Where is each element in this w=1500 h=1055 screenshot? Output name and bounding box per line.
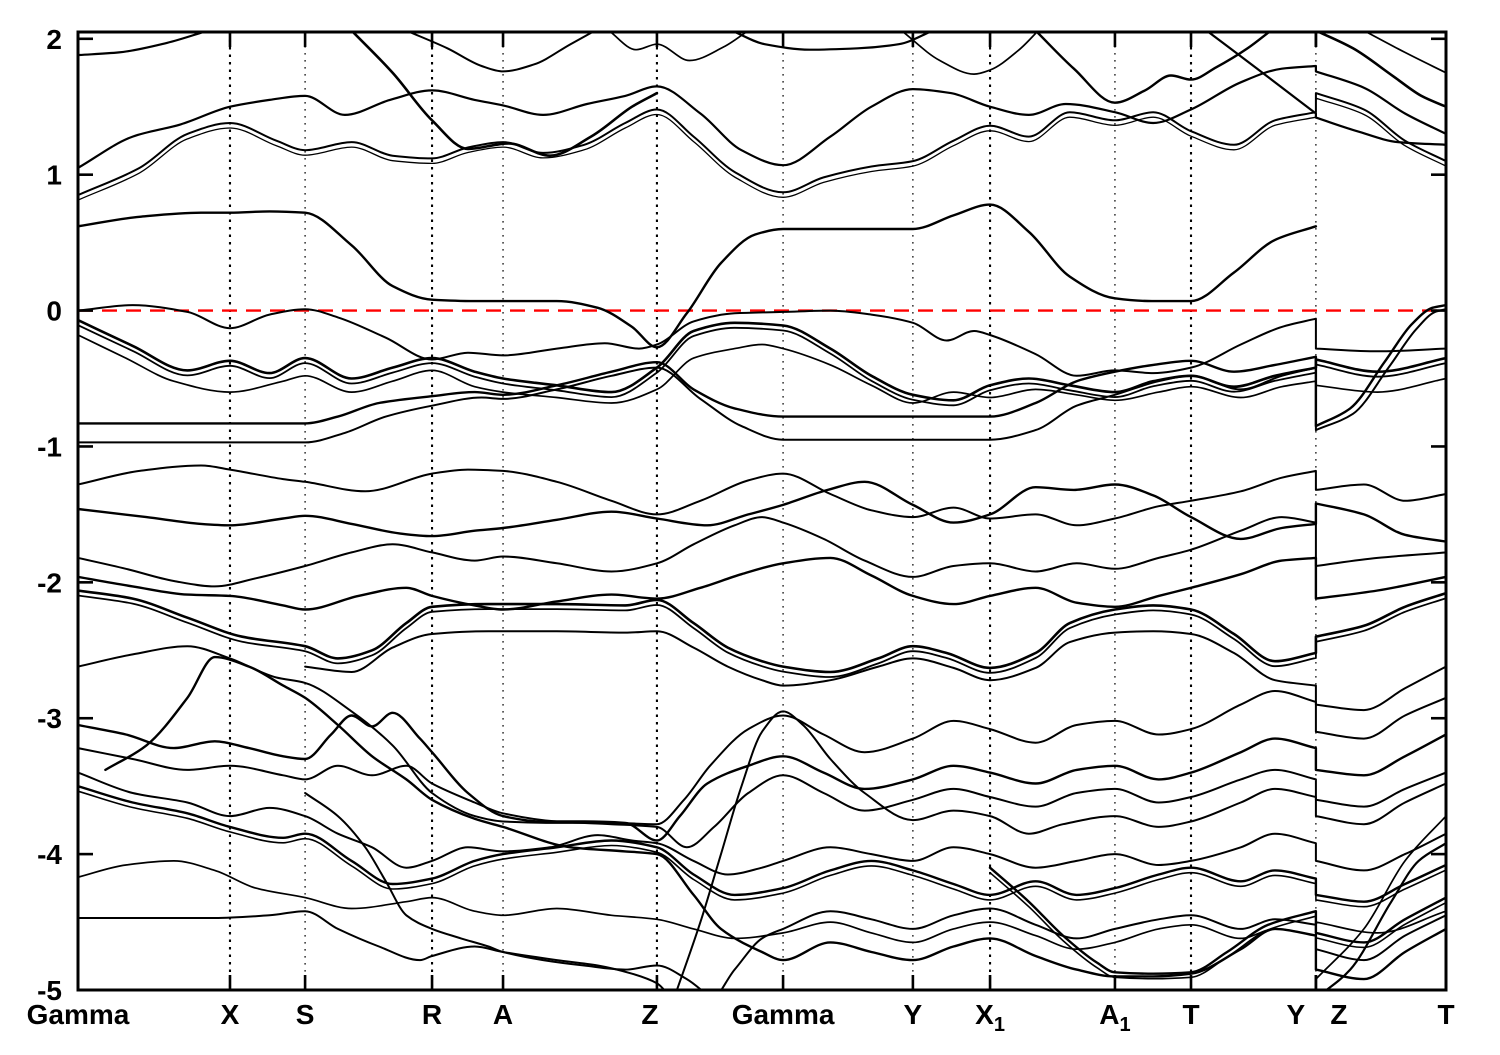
x-axis-label-r-3: R bbox=[422, 999, 442, 1030]
band-29 bbox=[79, 785, 1445, 903]
band-22 bbox=[79, 556, 1445, 611]
band-23 bbox=[79, 589, 1445, 674]
band-21 bbox=[79, 516, 1445, 588]
band-11 bbox=[79, 64, 1445, 169]
x-axis-labels: Gamma X S R A Z Gamma Y X1 A1 T Y Z T bbox=[27, 999, 1455, 1036]
band-02 bbox=[352, 33, 659, 157]
band-07 bbox=[1036, 33, 1270, 104]
band-curves bbox=[79, 33, 1445, 989]
band-34 bbox=[988, 866, 1445, 975]
x-axis-label-z-12: Z bbox=[1330, 999, 1347, 1030]
band-36 bbox=[1325, 842, 1445, 989]
band-15-twin bbox=[79, 324, 1445, 407]
band-13 bbox=[79, 203, 1318, 349]
band-24 bbox=[304, 630, 1445, 712]
band-26 bbox=[79, 711, 1445, 842]
x-axis-label-gamma-0: Gamma bbox=[27, 999, 130, 1030]
band-27 bbox=[79, 747, 1445, 849]
band-31 bbox=[79, 860, 1445, 951]
x-axis-label-t-13: T bbox=[1437, 999, 1454, 1030]
y-axis-label--4: -4 bbox=[37, 839, 62, 870]
band-29-twin bbox=[79, 790, 1445, 908]
band-32 bbox=[104, 655, 1445, 981]
band-18 bbox=[79, 308, 1445, 444]
x-axis-label-y-7: Y bbox=[904, 999, 923, 1030]
y-axis-label--2: -2 bbox=[37, 567, 62, 598]
y-axis-label--5: -5 bbox=[37, 975, 62, 1006]
x-axis-label-z-5: Z bbox=[641, 999, 658, 1030]
kpoint-gridlines bbox=[228, 32, 1317, 990]
band-14 bbox=[79, 304, 1445, 377]
band-28 bbox=[79, 771, 1445, 876]
band-06 bbox=[903, 33, 1038, 75]
band-09 bbox=[1317, 33, 1445, 108]
band-30 bbox=[79, 907, 1445, 989]
band-04 bbox=[610, 33, 747, 62]
band-20 bbox=[79, 480, 1445, 543]
band-35 bbox=[304, 792, 702, 989]
x-axis-label-y-11: Y bbox=[1287, 999, 1306, 1030]
x-axis-label-x-1: X bbox=[221, 999, 240, 1030]
band-05 bbox=[734, 33, 931, 51]
band-01 bbox=[79, 33, 204, 57]
x-axis-label-a1-9: A1 bbox=[1099, 999, 1130, 1036]
plot-frame bbox=[76, 30, 1448, 992]
band-16 bbox=[79, 334, 1445, 404]
x-axis-label-x1-8: X1 bbox=[975, 999, 1005, 1036]
band-17 bbox=[79, 304, 1445, 428]
y-axis-label--1: -1 bbox=[37, 431, 62, 462]
y-axis-label--3: -3 bbox=[37, 703, 62, 734]
y-axis-label-1: 1 bbox=[46, 160, 62, 191]
band-10 bbox=[1366, 33, 1445, 74]
y-axis-labels: 2 1 0 -1 -2 -3 -4 -5 bbox=[37, 24, 62, 1006]
band-03 bbox=[409, 33, 593, 73]
x-axis-label-s-2: S bbox=[296, 999, 315, 1030]
band-12 bbox=[79, 92, 1445, 196]
band-37 bbox=[1315, 815, 1445, 980]
x-axis-label-a-4: A bbox=[493, 999, 513, 1030]
x-axis-label-gamma-6: Gamma bbox=[732, 999, 835, 1030]
band-15 bbox=[79, 319, 1445, 402]
band-12-twin bbox=[79, 97, 1445, 201]
plot-border bbox=[76, 30, 1448, 992]
band-25 bbox=[79, 645, 1445, 826]
y-axis-label-0: 0 bbox=[46, 296, 62, 327]
band-19 bbox=[79, 464, 1445, 527]
band-33 bbox=[676, 710, 1445, 989]
x-axis-label-t-10: T bbox=[1182, 999, 1199, 1030]
band-23-twin bbox=[79, 594, 1445, 678]
y-axis-label-2: 2 bbox=[46, 24, 62, 55]
